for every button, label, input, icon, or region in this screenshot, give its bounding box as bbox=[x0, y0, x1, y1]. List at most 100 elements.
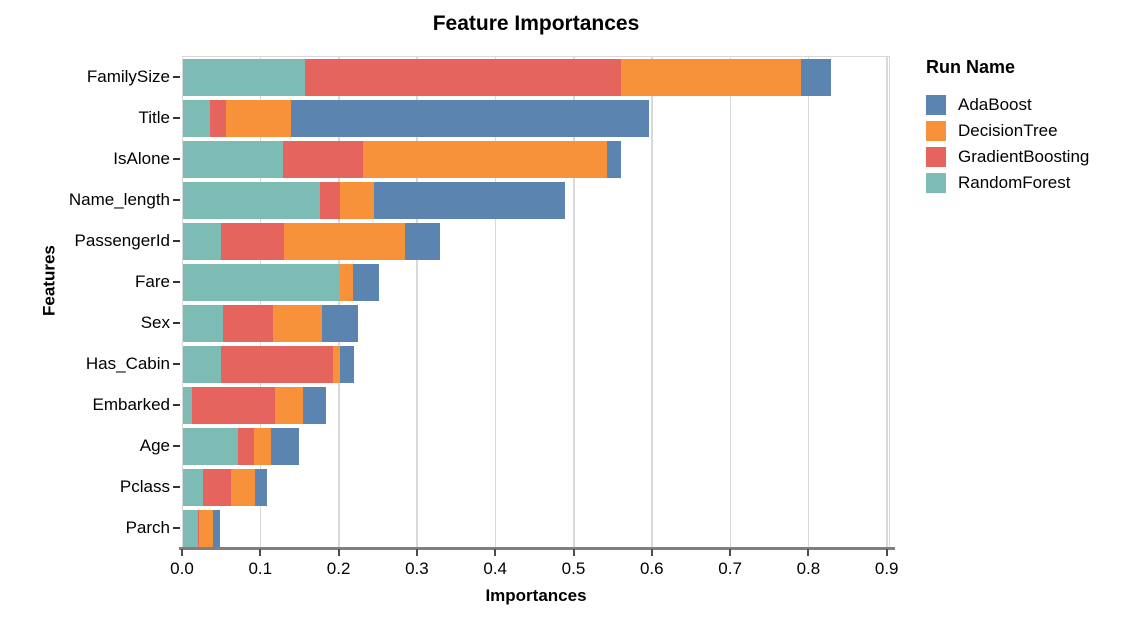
bar-row-pclass bbox=[183, 469, 267, 506]
bar-row-isalone bbox=[183, 141, 621, 178]
bar-segment-adaboost bbox=[374, 182, 566, 219]
y-label-pclass: Pclass bbox=[119, 476, 170, 496]
gridline bbox=[416, 57, 418, 547]
y-label-has_cabin: Has_Cabin bbox=[85, 353, 170, 373]
x-tick bbox=[729, 549, 732, 556]
y-tick bbox=[173, 75, 180, 78]
bar-segment-adaboost bbox=[404, 223, 440, 260]
bar-segment-gradientboosting bbox=[220, 346, 333, 383]
bar-segment-randomforest bbox=[183, 428, 238, 465]
gridline bbox=[573, 57, 575, 547]
gridline bbox=[338, 57, 340, 547]
y-tick bbox=[173, 198, 180, 201]
x-tick-label: 0.9 bbox=[874, 559, 899, 578]
x-tick bbox=[259, 549, 262, 556]
bar-row-age bbox=[183, 428, 299, 465]
bar-segment-decisiontree bbox=[332, 346, 340, 383]
x-tick-label: 0.6 bbox=[639, 559, 664, 578]
bar-segment-gradientboosting bbox=[209, 100, 227, 137]
legend-swatch-icon bbox=[926, 121, 946, 141]
y-label-age: Age bbox=[139, 435, 170, 455]
bar-row-embarked bbox=[183, 387, 327, 424]
bar-segment-adaboost bbox=[321, 305, 359, 342]
bar-row-name_length bbox=[183, 182, 566, 219]
bar-segment-decisiontree bbox=[230, 469, 255, 506]
bar-row-title bbox=[183, 100, 649, 137]
y-tick bbox=[173, 444, 180, 447]
bar-segment-randomforest bbox=[183, 182, 321, 219]
legend-title: Run Name bbox=[926, 57, 1016, 77]
legend-label: AdaBoost bbox=[958, 95, 1032, 114]
bar-segment-adaboost bbox=[271, 428, 299, 465]
y-label-fare: Fare bbox=[135, 271, 170, 291]
bar-segment-randomforest bbox=[183, 141, 284, 178]
bar-segment-adaboost bbox=[212, 510, 220, 547]
bar-segment-decisiontree bbox=[339, 264, 353, 301]
bar-segment-decisiontree bbox=[339, 182, 375, 219]
bar-row-familysize bbox=[183, 59, 832, 96]
bar-segment-randomforest bbox=[183, 264, 340, 301]
bar-segment-adaboost bbox=[606, 141, 621, 178]
x-tick-label: 0.4 bbox=[483, 559, 508, 578]
x-axis-line bbox=[179, 547, 895, 550]
chart-title: Feature Importances bbox=[432, 12, 640, 35]
bar-segment-gradientboosting bbox=[222, 305, 274, 342]
x-tick-label: 0.2 bbox=[326, 559, 351, 578]
bar-segment-adaboost bbox=[352, 264, 379, 301]
y-tick bbox=[173, 321, 180, 324]
gridline bbox=[259, 57, 262, 547]
x-tick bbox=[807, 549, 810, 556]
y-label-parch: Parch bbox=[125, 517, 170, 537]
legend-items: AdaBoost DecisionTree GradientBoosting Rand… bbox=[926, 92, 1131, 196]
gridline bbox=[886, 57, 888, 547]
x-tick bbox=[885, 549, 888, 556]
x-tick-label: 0.0 bbox=[170, 559, 194, 578]
x-tick bbox=[494, 549, 497, 556]
bar-segment-randomforest bbox=[183, 469, 204, 506]
y-tick bbox=[173, 280, 180, 283]
bar-segment-gradientboosting bbox=[283, 141, 364, 178]
bar-row-parch bbox=[183, 510, 220, 547]
bar-segment-adaboost bbox=[302, 387, 327, 424]
bar-segment-gradientboosting bbox=[197, 510, 200, 547]
bar-segment-decisiontree bbox=[621, 59, 801, 96]
bar-segment-decisiontree bbox=[274, 387, 303, 424]
bar-segment-randomforest bbox=[183, 223, 221, 260]
bar-segment-randomforest bbox=[183, 59, 306, 96]
plot-area bbox=[182, 56, 890, 548]
bar-segment-gradientboosting bbox=[203, 469, 231, 506]
y-label-sex: Sex bbox=[140, 312, 170, 332]
bar-segment-randomforest bbox=[183, 305, 223, 342]
y-tick bbox=[173, 526, 180, 529]
x-tick bbox=[181, 549, 183, 556]
bar-segment-decisiontree bbox=[273, 305, 322, 342]
bar-segment-adaboost bbox=[291, 100, 649, 137]
x-tick-label: 0.3 bbox=[405, 559, 429, 578]
bar-segment-gradientboosting bbox=[320, 182, 340, 219]
y-tick bbox=[173, 116, 180, 119]
x-tick bbox=[650, 549, 653, 556]
bar-segment-decisiontree bbox=[254, 428, 272, 465]
legend-label: RandomForest bbox=[958, 173, 1071, 192]
y-label-passengerid: PassengerId bbox=[74, 230, 170, 250]
bar-segment-gradientboosting bbox=[305, 59, 622, 96]
y-tick bbox=[173, 362, 180, 365]
legend-item-decisiontree: DecisionTree bbox=[926, 118, 1131, 144]
y-tick bbox=[173, 157, 180, 160]
gridline bbox=[807, 57, 810, 547]
legend-label: DecisionTree bbox=[958, 121, 1058, 140]
y-tick bbox=[173, 239, 180, 242]
legend-swatch-icon bbox=[926, 173, 946, 193]
x-tick-label: 0.1 bbox=[248, 559, 273, 578]
bar-segment-gradientboosting bbox=[191, 387, 275, 424]
bar-row-passengerid bbox=[183, 223, 440, 260]
bar-row-sex bbox=[183, 305, 359, 342]
bar-segment-decisiontree bbox=[363, 141, 607, 178]
legend-swatch-icon bbox=[926, 95, 946, 115]
legend-item-adaboost: AdaBoost bbox=[926, 92, 1131, 118]
x-tick-label: 0.5 bbox=[561, 559, 586, 578]
legend-item-randomforest: RandomForest bbox=[926, 170, 1131, 196]
gridline bbox=[729, 57, 732, 547]
bar-segment-decisiontree bbox=[226, 100, 292, 137]
